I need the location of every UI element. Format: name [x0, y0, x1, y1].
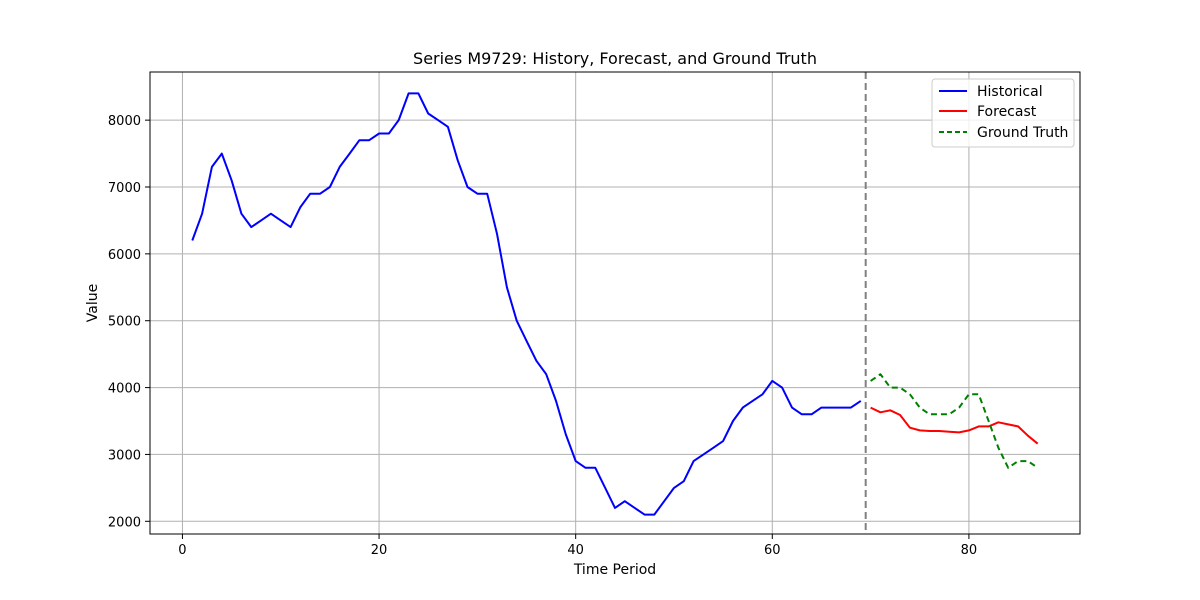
- legend-label-forecast: Forecast: [977, 104, 1037, 120]
- x-tick-label: 20: [371, 543, 388, 558]
- legend-box: [931, 78, 1075, 148]
- legend: Historical Forecast Ground Truth: [931, 78, 1075, 148]
- y-tick-label: 2000: [108, 515, 141, 530]
- series-line-forecast: [870, 406, 1039, 445]
- y-tick-label: 3000: [108, 448, 141, 463]
- series-line-ground-truth: [870, 373, 1039, 469]
- grid-lines: [150, 72, 1080, 534]
- plot-frame: [149, 71, 1081, 535]
- chart-title: Series M9729: History, Forecast, and Gro…: [413, 49, 817, 68]
- x-axis-title: Time Period: [573, 562, 656, 578]
- plot-lines: [191, 92, 1039, 516]
- y-tick-label: 7000: [108, 181, 141, 196]
- y-tick-label: 5000: [108, 315, 141, 330]
- series-line-historical: [191, 92, 862, 516]
- x-tick-label: 0: [178, 543, 186, 558]
- y-axis-title: Value: [85, 284, 101, 322]
- x-tick-label: 80: [961, 543, 978, 558]
- x-tick-label: 40: [567, 543, 584, 558]
- x-tick-label: 60: [764, 543, 781, 558]
- y-tick-label: 6000: [108, 248, 141, 263]
- legend-label-historical: Historical: [977, 84, 1043, 100]
- y-tick-label: 8000: [108, 114, 141, 129]
- y-tick-label: 4000: [108, 382, 141, 397]
- axis-ticks: 0 20 40 60 80 2000 3000 4000 5000 6000 7000 8000: [108, 114, 977, 558]
- legend-label-ground-truth: Ground Truth: [977, 125, 1068, 141]
